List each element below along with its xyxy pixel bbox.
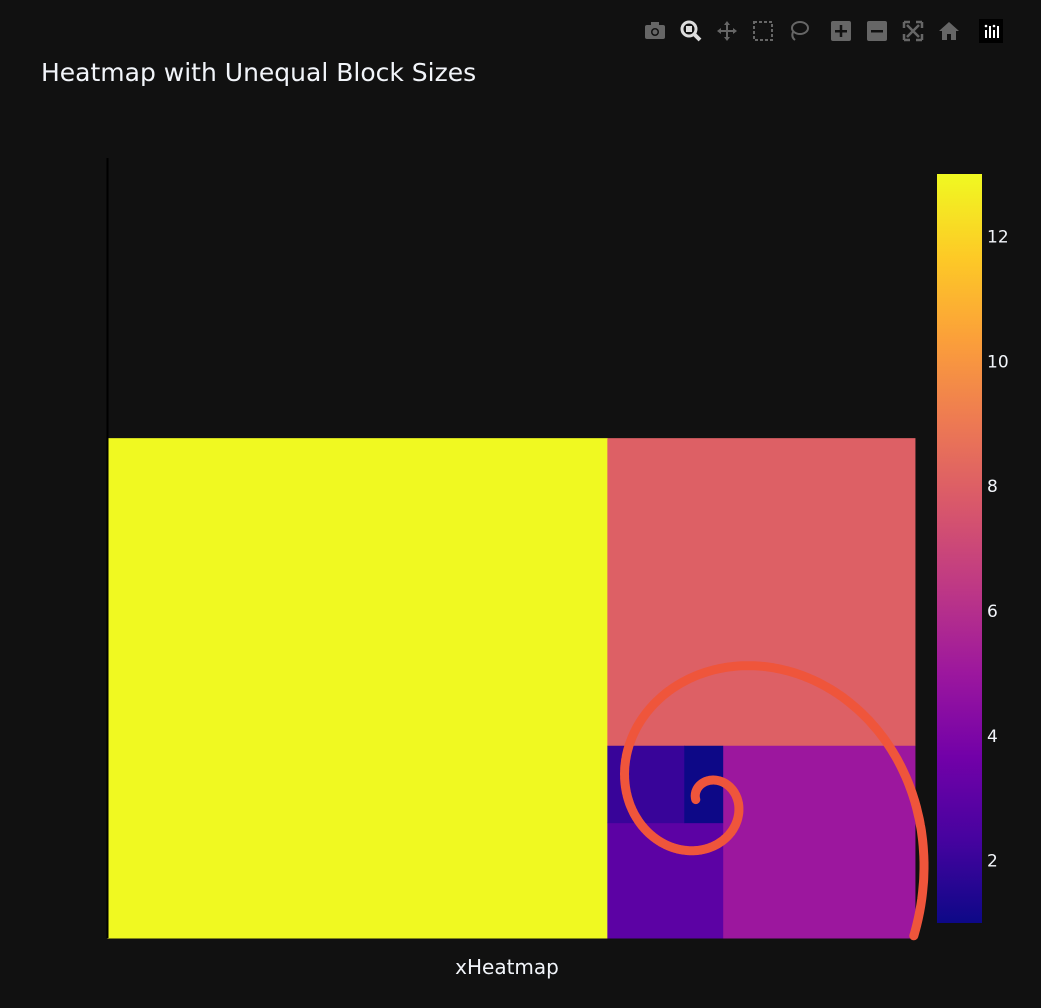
colorbar <box>937 174 982 923</box>
colorbar-tick-label: 6 <box>987 602 998 622</box>
colorbar-tick-label: 2 <box>987 852 998 872</box>
colorbar-tick-label: 4 <box>987 727 998 747</box>
chart-title: Heatmap with Unequal Block Sizes <box>41 58 477 87</box>
heatmap-block <box>722 745 916 939</box>
spiral-line <box>620 661 929 941</box>
reset-axes-icon[interactable] <box>934 16 964 46</box>
zoom-in-icon[interactable] <box>826 16 856 46</box>
modebar <box>640 14 1012 48</box>
zoom-icon[interactable] <box>676 16 706 46</box>
autoscale-icon[interactable] <box>898 16 928 46</box>
pan-icon[interactable] <box>712 16 742 46</box>
colorbar-tick-label: 8 <box>987 477 998 497</box>
x-axis-label: xHeatmap <box>455 955 559 979</box>
plotly-logo[interactable] <box>976 16 1006 46</box>
lasso-select-icon[interactable] <box>784 16 814 46</box>
heatmap-block <box>607 745 685 824</box>
box-select-icon[interactable] <box>748 16 778 46</box>
colorbar-tick-label: 10 <box>987 352 1009 372</box>
camera-icon[interactable] <box>640 16 670 46</box>
heatmap-blocks <box>107 438 916 939</box>
colorbar-ticks: 2 4 6 8 10 12 <box>987 227 1009 871</box>
colorbar-tick-label: 12 <box>987 227 1009 247</box>
zoom-out-icon[interactable] <box>862 16 892 46</box>
heatmap-block <box>107 438 608 939</box>
